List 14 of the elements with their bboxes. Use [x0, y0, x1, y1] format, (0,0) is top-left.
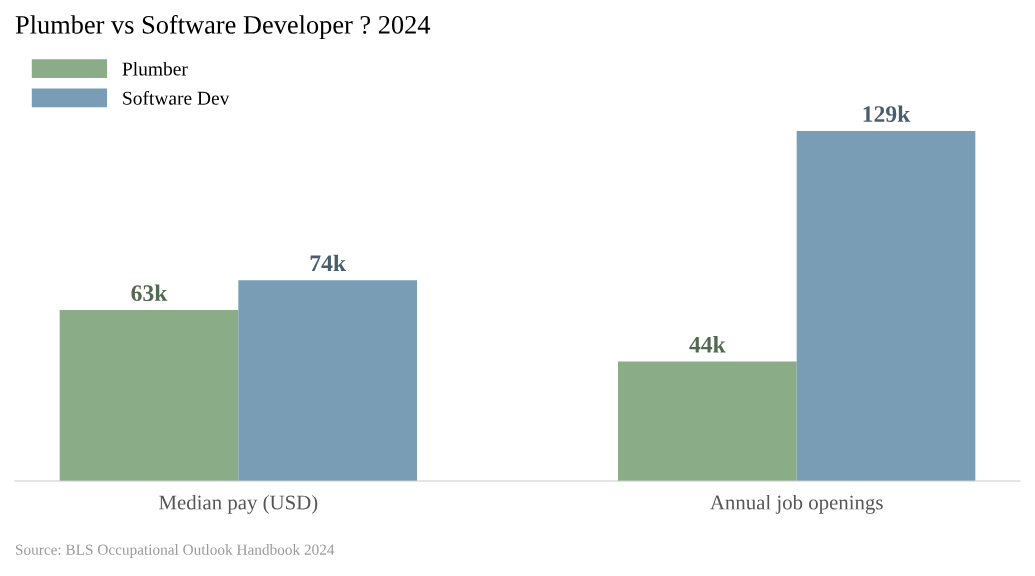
x-tick-label: Annual job openings — [710, 494, 883, 514]
x-tick-label: Median pay (USD) — [159, 494, 318, 514]
legend-label: Plumber — [122, 61, 188, 76]
source-note: Source: BLS Occupational Outlook Handbook 2024 — [16, 544, 335, 558]
data-label: 44k — [689, 336, 726, 353]
legend-label: Software Dev — [123, 90, 230, 105]
chart-title: Plumber vs Software Developer ? 2024 — [15, 14, 431, 40]
data-label: 63k — [131, 284, 168, 302]
bar — [238, 280, 417, 481]
data-label: 129k — [863, 105, 911, 123]
data-label: 74k — [310, 254, 346, 272]
bar — [59, 310, 239, 481]
bar — [618, 361, 797, 481]
bar — [796, 131, 976, 481]
